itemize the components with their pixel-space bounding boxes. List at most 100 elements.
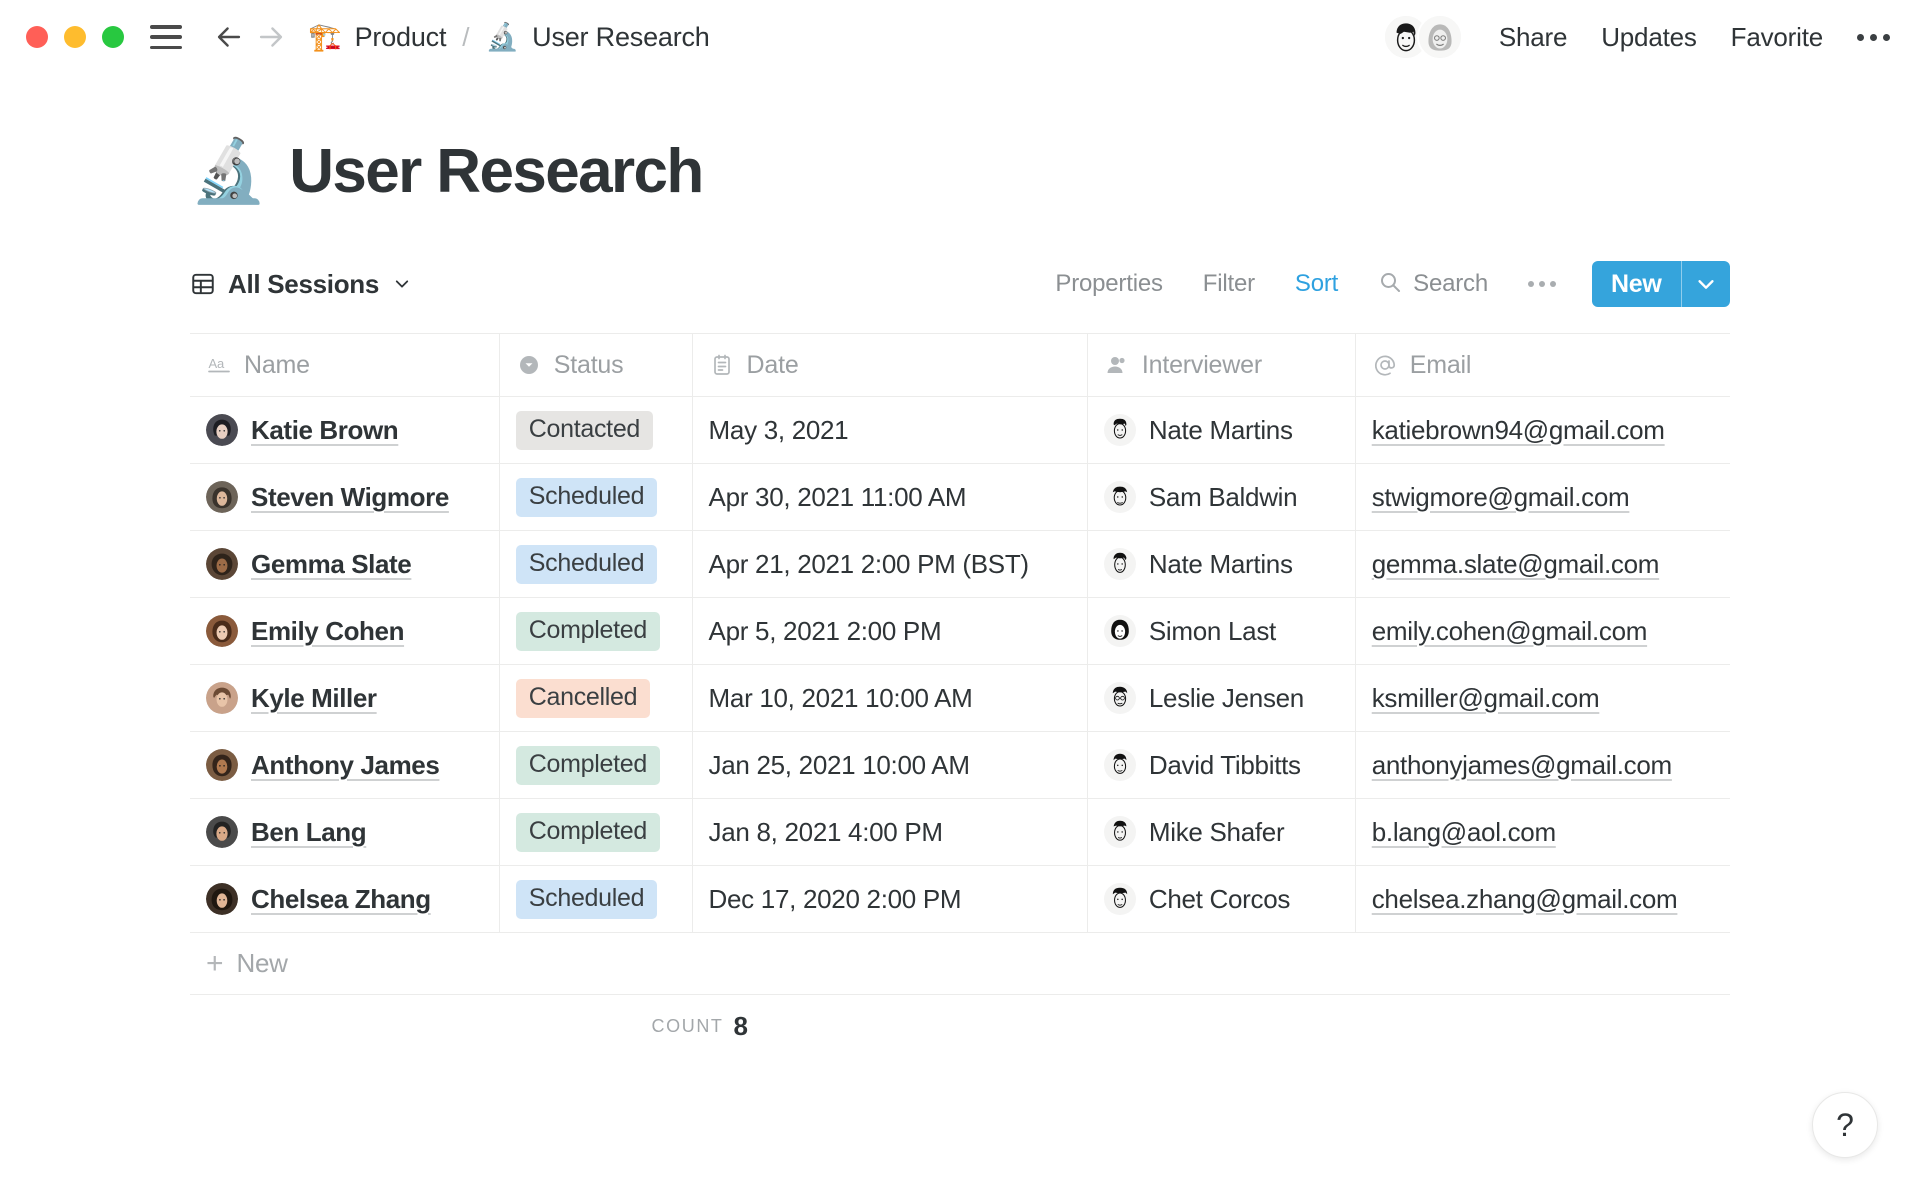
share-button[interactable]: Share — [1498, 21, 1568, 52]
cell-email[interactable]: chelsea.zhang@gmail.com — [1356, 866, 1730, 932]
table-row[interactable]: Steven Wigmore Scheduled Apr 30, 2021 11:0… — [190, 464, 1730, 531]
cell-interviewer[interactable]: Sam Baldwin — [1088, 464, 1356, 530]
row-name-link[interactable]: Steven Wigmore — [251, 481, 449, 512]
cell-email[interactable]: b.lang@aol.com — [1356, 799, 1730, 865]
cell-name[interactable]: Gemma Slate — [190, 531, 500, 597]
new-button[interactable]: New — [1610, 269, 1662, 298]
email-link[interactable]: chelsea.zhang@gmail.com — [1371, 883, 1678, 914]
cell-date[interactable]: Jan 8, 2021 4:00 PM — [693, 799, 1088, 865]
ellipsis-icon[interactable] — [1857, 33, 1890, 41]
cell-email[interactable]: katiebrown94@gmail.com — [1356, 397, 1730, 463]
hamburger-icon[interactable] — [150, 25, 182, 49]
row-name-link[interactable]: Kyle Miller — [251, 682, 377, 713]
cell-interviewer[interactable]: Simon Last — [1088, 598, 1356, 664]
cell-interviewer[interactable]: Leslie Jensen — [1088, 665, 1356, 731]
table-row[interactable]: Katie Brown Contacted May 3, 2021 Nate Mart… — [190, 397, 1730, 464]
cell-name[interactable]: Anthony James — [190, 732, 500, 798]
favorite-button[interactable]: Favorite — [1730, 21, 1824, 52]
cell-date[interactable]: Apr 21, 2021 2:00 PM (BST) — [693, 531, 1088, 597]
count-summary[interactable]: COUNT 8 — [540, 995, 756, 1057]
cell-email[interactable]: emily.cohen@gmail.com — [1356, 598, 1730, 664]
cell-status[interactable]: Scheduled — [500, 531, 693, 597]
new-button-dropdown[interactable] — [1682, 261, 1730, 307]
cell-date[interactable]: Mar 10, 2021 10:00 AM — [693, 665, 1088, 731]
table-row[interactable]: Ben Lang Completed Jan 8, 2021 4:00 PM Mike… — [190, 799, 1730, 866]
cell-email[interactable]: stwigmore@gmail.com — [1356, 464, 1730, 530]
cell-status[interactable]: Contacted — [500, 397, 693, 463]
arrow-left-icon[interactable] — [208, 16, 250, 58]
cell-date[interactable]: Apr 5, 2021 2:00 PM — [693, 598, 1088, 664]
cell-name[interactable]: Kyle Miller — [190, 665, 500, 731]
cell-status[interactable]: Scheduled — [500, 866, 693, 932]
table-row[interactable]: Kyle Miller Cancelled Mar 10, 2021 10:00 A… — [190, 665, 1730, 732]
cell-status[interactable]: Completed — [500, 799, 693, 865]
breadcrumb-item-user-research[interactable]: 🔬 User Research — [486, 22, 710, 53]
email-link[interactable]: katiebrown94@gmail.com — [1371, 414, 1665, 445]
sort-button[interactable]: Sort — [1294, 270, 1339, 297]
search-icon — [1378, 270, 1402, 299]
column-header-interviewer[interactable]: Interviewer — [1088, 334, 1356, 396]
cell-name[interactable]: Ben Lang — [190, 799, 500, 865]
breadcrumb-item-product[interactable]: 🏗️ Product — [308, 22, 446, 53]
cell-interviewer[interactable]: David Tibbitts — [1088, 732, 1356, 798]
column-header-status[interactable]: Status — [500, 334, 693, 396]
cell-date[interactable]: May 3, 2021 — [693, 397, 1088, 463]
close-window-button[interactable] — [26, 26, 48, 48]
page-header: 🔬 User Research — [0, 74, 1920, 207]
search-button[interactable]: Search — [1378, 270, 1488, 299]
minimize-window-button[interactable] — [64, 26, 86, 48]
cell-interviewer[interactable]: Nate Martins — [1088, 397, 1356, 463]
table-row[interactable]: Gemma Slate Scheduled Apr 21, 2021 2:00 PM… — [190, 531, 1730, 598]
maximize-window-button[interactable] — [102, 26, 124, 48]
table-row[interactable]: Emily Cohen Completed Apr 5, 2021 2:00 PM S… — [190, 598, 1730, 665]
member-avatars[interactable] — [1382, 14, 1463, 60]
filter-button[interactable]: Filter — [1202, 270, 1255, 297]
interviewer-name: Sam Baldwin — [1148, 481, 1298, 512]
cell-date[interactable]: Apr 30, 2021 11:00 AM — [693, 464, 1088, 530]
column-header-email[interactable]: Email — [1356, 334, 1730, 396]
avatar[interactable] — [1416, 14, 1463, 60]
arrow-right-icon[interactable] — [250, 16, 292, 58]
help-button[interactable]: ? — [1812, 1092, 1878, 1158]
email-link[interactable]: ksmiller@gmail.com — [1371, 682, 1600, 713]
cell-name[interactable]: Emily Cohen — [190, 598, 500, 664]
cell-status[interactable]: Completed — [500, 598, 693, 664]
cell-email[interactable]: gemma.slate@gmail.com — [1356, 531, 1730, 597]
database-table: Aa Name Status — [190, 333, 1730, 1057]
table-row[interactable]: Chelsea Zhang Scheduled Dec 17, 2020 2:00 … — [190, 866, 1730, 933]
add-new-row-button[interactable]: + New — [190, 933, 1730, 995]
row-name-link[interactable]: Katie Brown — [251, 414, 399, 445]
cell-name[interactable]: Katie Brown — [190, 397, 500, 463]
row-name-link[interactable]: Ben Lang — [251, 816, 367, 847]
cell-email[interactable]: anthonyjames@gmail.com — [1356, 732, 1730, 798]
cell-interviewer[interactable]: Mike Shafer — [1088, 799, 1356, 865]
cell-interviewer[interactable]: Nate Martins — [1088, 531, 1356, 597]
updates-button[interactable]: Updates — [1601, 21, 1697, 52]
cell-email[interactable]: ksmiller@gmail.com — [1356, 665, 1730, 731]
cell-name[interactable]: Steven Wigmore — [190, 464, 500, 530]
email-link[interactable]: stwigmore@gmail.com — [1371, 481, 1630, 512]
row-name-link[interactable]: Anthony James — [251, 749, 440, 780]
cell-date[interactable]: Dec 17, 2020 2:00 PM — [693, 866, 1088, 932]
column-header-date[interactable]: Date — [693, 334, 1088, 396]
properties-button[interactable]: Properties — [1055, 270, 1163, 297]
row-name-link[interactable]: Emily Cohen — [251, 615, 405, 646]
microscope-icon[interactable]: 🔬 — [190, 136, 268, 206]
email-link[interactable]: emily.cohen@gmail.com — [1371, 615, 1648, 646]
page-title[interactable]: User Research — [289, 137, 704, 206]
row-name-link[interactable]: Chelsea Zhang — [251, 883, 431, 914]
cell-status[interactable]: Cancelled — [500, 665, 693, 731]
email-link[interactable]: gemma.slate@gmail.com — [1371, 548, 1660, 579]
cell-interviewer[interactable]: Chet Corcos — [1088, 866, 1356, 932]
cell-status[interactable]: Completed — [500, 732, 693, 798]
email-link[interactable]: anthonyjames@gmail.com — [1371, 749, 1672, 780]
row-name-link[interactable]: Gemma Slate — [251, 548, 412, 579]
ellipsis-icon[interactable] — [1527, 281, 1556, 287]
view-selector-all-sessions[interactable]: All Sessions — [190, 269, 411, 300]
cell-name[interactable]: Chelsea Zhang — [190, 866, 500, 932]
cell-date[interactable]: Jan 25, 2021 10:00 AM — [693, 732, 1088, 798]
cell-status[interactable]: Scheduled — [500, 464, 693, 530]
column-header-name[interactable]: Aa Name — [190, 334, 500, 396]
email-link[interactable]: b.lang@aol.com — [1371, 816, 1556, 847]
table-row[interactable]: Anthony James Completed Jan 25, 2021 10:00… — [190, 732, 1730, 799]
